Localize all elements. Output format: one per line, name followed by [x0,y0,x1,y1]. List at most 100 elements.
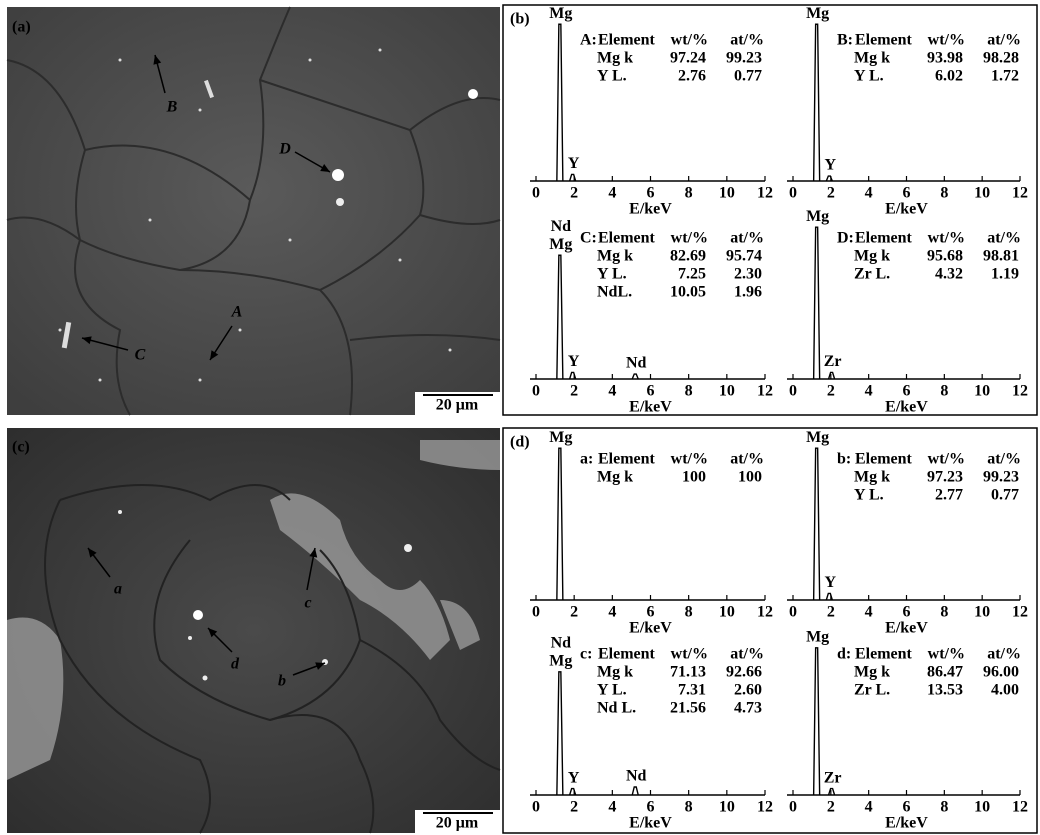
table-header: at/% [987,646,1021,663]
table-cell: Mg k [597,469,633,486]
table-title: a: [580,451,593,468]
table-header: at/% [730,230,764,247]
x-tick-label: 2 [570,185,578,202]
annotation: A [231,304,243,321]
table-header: Element [855,32,913,49]
table-cell: 10.05 [670,284,706,301]
table-header: wt/% [671,32,708,49]
table-cell: 100 [738,469,762,486]
table-cell: 2.30 [734,266,762,283]
table-header: wt/% [928,230,965,247]
sem-image-a [7,7,500,415]
annotation: C [135,347,146,364]
annotation: D [278,141,291,158]
spectrum-peak [570,789,576,795]
x-tick-label: 0 [532,604,540,621]
x-tick-label: 4 [865,185,873,202]
table-cell: Mg k [854,469,890,486]
x-tick-label: 8 [940,185,948,202]
x-tick-label: 2 [570,604,578,621]
x-tick-label: 6 [647,383,655,400]
table-title: A: [580,32,597,49]
table-cell: 4.00 [991,682,1019,699]
table-header: Element [855,451,913,468]
table-cell: 86.47 [927,664,963,681]
x-tick-label: 8 [685,799,693,816]
peak-label: Y [568,769,580,786]
x-tick-label: 6 [903,799,911,816]
table-cell: 92.66 [726,664,762,681]
table-cell: Y L. [854,487,884,504]
spectrum-peak [814,448,820,600]
peak-label: Nd [551,218,572,235]
spectrum-peak [814,648,820,795]
table-cell: 93.98 [927,50,963,67]
spectrum-peak [826,593,832,600]
figure: (a)BDAC20 μm(b)024681012E/keVMgYA:Elemen… [0,0,1040,835]
spectrum-peak [570,372,576,379]
table-cell: 97.23 [927,469,963,486]
x-tick-label: 8 [685,604,693,621]
table-cell: 95.74 [726,248,762,265]
x-axis-label: E/keV [629,201,672,218]
peak-label: Mg [806,5,829,22]
x-tick-label: 0 [532,185,540,202]
scale-bar-label: 20 μm [436,815,479,832]
x-tick-label: 10 [719,185,735,202]
x-tick-label: 8 [940,799,948,816]
table-cell: 95.68 [927,248,963,265]
annotation: a [114,581,122,598]
table-header: at/% [730,646,764,663]
spectrum-peak [632,787,638,795]
x-axis-label: E/keV [885,620,928,637]
table-header: Element [598,646,656,663]
x-tick-label: 0 [789,799,797,816]
x-tick-label: 4 [608,185,616,202]
x-tick-label: 8 [940,383,948,400]
x-tick-label: 12 [757,799,773,816]
table-cell: 0.77 [734,68,762,85]
peak-label: Y [568,353,580,370]
x-axis-label: E/keV [885,399,928,416]
x-tick-label: 4 [608,604,616,621]
table-cell: Mg k [597,248,633,265]
table-cell: 1.96 [734,284,762,301]
table-cell: 0.77 [991,487,1019,504]
table-title: C: [580,230,597,247]
peak-label: Nd [626,768,647,785]
peak-label: Zr [824,769,842,786]
table-cell: 1.19 [991,266,1019,283]
x-tick-label: 8 [940,604,948,621]
table-cell: Mg k [854,50,890,67]
x-tick-label: 12 [757,383,773,400]
spectrum-peak [557,448,563,600]
table-cell: Y L. [597,68,627,85]
x-tick-label: 10 [719,604,735,621]
x-tick-label: 2 [827,604,835,621]
x-tick-label: 6 [903,604,911,621]
peak-label: Mg [549,429,572,446]
spectrum-peak [829,372,835,379]
x-tick-label: 6 [647,185,655,202]
x-tick-label: 10 [719,799,735,816]
peak-label: Nd [551,634,572,651]
peak-label: Mg [806,628,829,645]
x-tick-label: 2 [827,383,835,400]
table-cell: Y L. [597,682,627,699]
x-tick-label: 2 [827,799,835,816]
table-header: at/% [730,32,764,49]
x-tick-label: 10 [974,185,990,202]
x-tick-label: 4 [865,604,873,621]
x-tick-label: 4 [608,799,616,816]
table-cell: 4.32 [935,266,963,283]
x-tick-label: 12 [1012,383,1028,400]
peak-label: Mg [549,236,572,253]
x-axis-label: E/keV [629,620,672,637]
x-tick-label: 4 [865,383,873,400]
table-cell: 21.56 [670,700,706,717]
x-tick-label: 8 [685,185,693,202]
x-tick-label: 4 [608,383,616,400]
table-cell: Zr L. [854,682,890,699]
table-header: wt/% [928,451,965,468]
table-cell: 7.25 [678,266,706,283]
